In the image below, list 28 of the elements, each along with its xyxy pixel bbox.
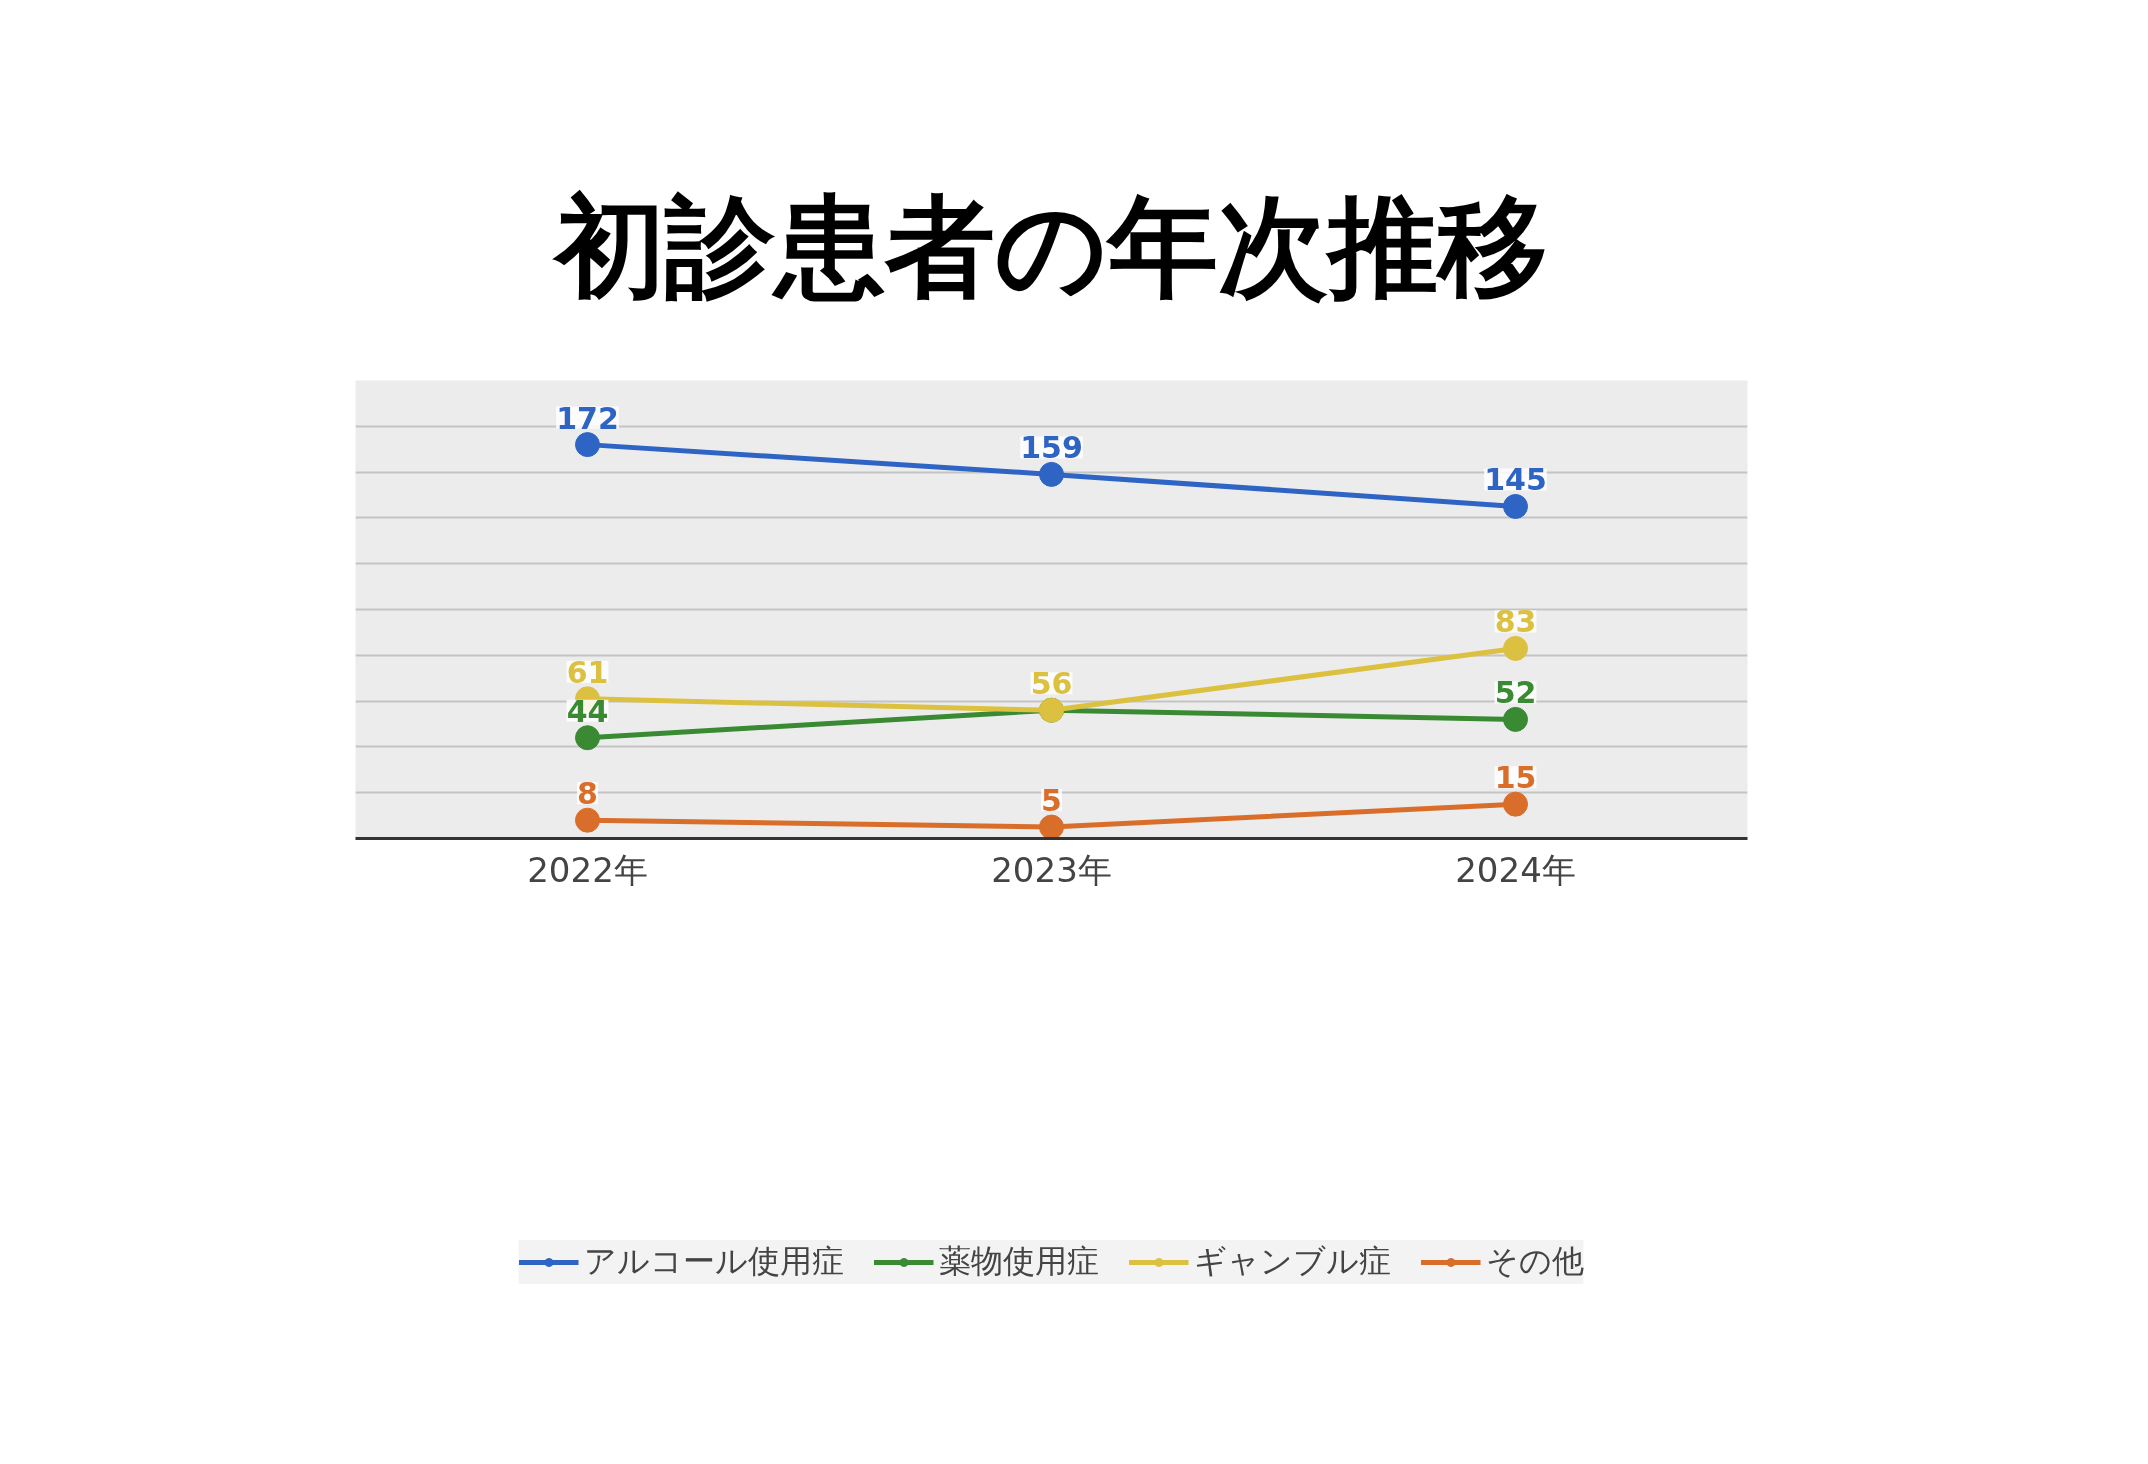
- point: [575, 432, 600, 458]
- data-label: 5: [1041, 783, 1062, 819]
- point: [575, 807, 600, 833]
- data-label: 83: [1494, 604, 1537, 640]
- legend-label: 薬物使用症: [938, 1241, 1099, 1282]
- point: [1039, 461, 1064, 487]
- x-tick-label: 2023年: [991, 849, 1112, 890]
- data-label: 145: [1484, 462, 1547, 498]
- legend-label: アルコール使用症: [583, 1241, 844, 1282]
- legend-label: その他: [1485, 1241, 1584, 1282]
- point: [1503, 635, 1528, 661]
- point: [1503, 493, 1528, 519]
- x-tick-label: 2024年: [1455, 849, 1576, 890]
- data-label: 8: [577, 776, 598, 812]
- data-label: 52: [1494, 675, 1537, 711]
- data-label: 159: [1020, 430, 1083, 466]
- point: [575, 725, 600, 751]
- point: [1503, 706, 1528, 732]
- data-label: 44: [566, 693, 609, 729]
- data-label: 15: [1494, 760, 1537, 796]
- data-label: 56: [1030, 666, 1073, 702]
- legend-label: ギャンブル症: [1193, 1241, 1391, 1282]
- point: [1039, 814, 1064, 839]
- x-tick-label: 2022年: [527, 849, 648, 890]
- data-label: 172: [556, 400, 619, 436]
- data-label: 61: [566, 654, 609, 690]
- point: [1503, 791, 1528, 817]
- chart-title: 初診患者の年次推移: [552, 182, 1548, 311]
